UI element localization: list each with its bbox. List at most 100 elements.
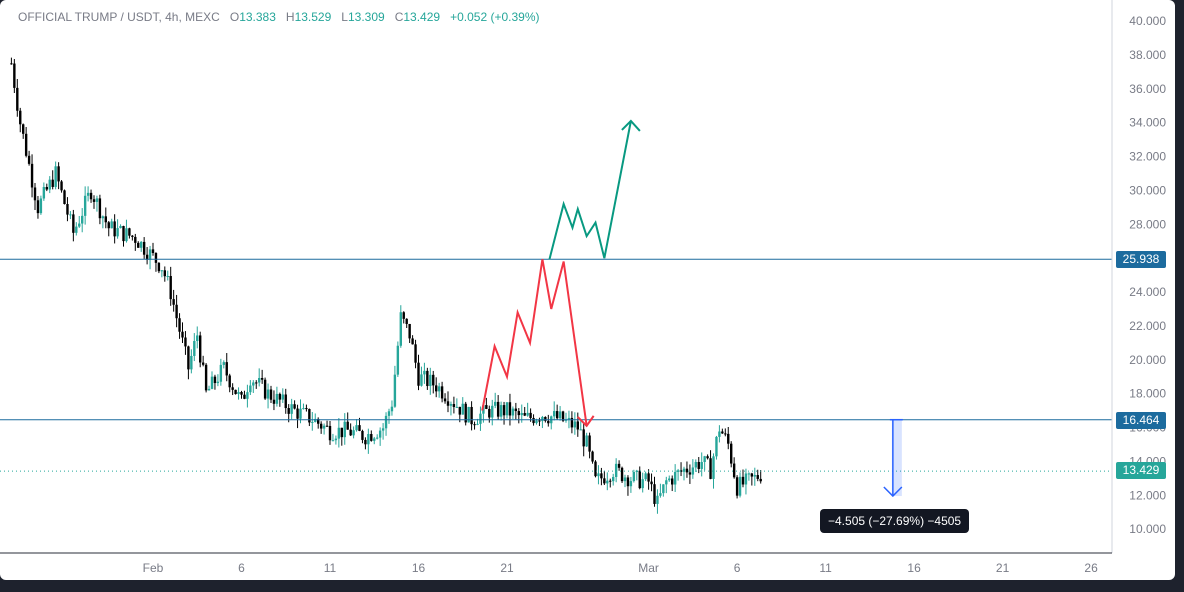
candle-body	[314, 418, 317, 422]
candle-body	[57, 166, 60, 182]
candle-body	[585, 435, 588, 447]
candle-body	[95, 198, 99, 202]
candle-body	[258, 378, 261, 383]
lower-level-price-tag[interactable]: 16.464	[1116, 412, 1166, 429]
candle	[603, 470, 606, 486]
candle	[750, 472, 754, 486]
candle	[78, 215, 81, 228]
candle	[623, 474, 627, 488]
candle	[219, 358, 223, 386]
candle-body	[523, 413, 526, 416]
candle-body	[747, 473, 751, 475]
candle	[405, 318, 408, 328]
candle	[553, 401, 556, 421]
candle	[491, 399, 494, 426]
candle-body	[175, 304, 178, 319]
candle-body	[759, 478, 762, 482]
candle-body	[287, 408, 290, 414]
candle-body	[36, 200, 40, 214]
candle	[343, 413, 346, 445]
candle	[467, 406, 470, 423]
candle	[260, 369, 264, 384]
candle	[455, 398, 459, 408]
candle	[107, 221, 110, 237]
candle	[228, 373, 231, 393]
candle	[432, 370, 435, 394]
candle	[95, 195, 99, 212]
candle-body	[299, 408, 302, 419]
time-tick-label: 21	[500, 561, 514, 575]
candle-body	[638, 470, 641, 489]
candle	[420, 366, 423, 387]
candle	[440, 381, 444, 403]
candle-body	[10, 63, 13, 65]
candle-body	[676, 470, 680, 472]
candle	[738, 472, 742, 498]
candle	[258, 368, 261, 387]
candle-body	[429, 374, 432, 387]
candle	[706, 454, 709, 460]
candle-body	[305, 408, 308, 410]
candle-body	[712, 456, 715, 479]
candle-body	[172, 299, 175, 305]
candle	[54, 161, 57, 190]
candle	[125, 219, 128, 243]
candle-body	[547, 420, 550, 424]
candle-body	[606, 480, 609, 484]
candle-body	[249, 385, 252, 393]
candle-body	[145, 254, 149, 260]
candle-body	[594, 461, 597, 477]
candle	[417, 354, 420, 391]
candle-body	[349, 429, 352, 436]
candle-body	[154, 252, 158, 263]
last-price-tag: 13.429	[1116, 462, 1166, 479]
candle	[724, 428, 727, 437]
candle	[644, 471, 647, 482]
candle-body	[98, 198, 102, 219]
candle	[361, 429, 364, 444]
chart-canvas[interactable]: 40.000 38.000 36.000 34.000 32.000 30.000 28.0…	[0, 0, 1175, 580]
candle-body	[204, 364, 208, 391]
candle	[638, 466, 641, 490]
candle	[231, 383, 234, 396]
candle-body	[520, 413, 523, 416]
candle-body	[703, 456, 706, 463]
candle-body	[629, 481, 633, 487]
candle-body	[567, 417, 571, 420]
candle-body	[331, 440, 335, 442]
candle-body	[334, 438, 338, 441]
candle-body	[700, 462, 703, 469]
candle-body	[715, 436, 718, 457]
candle	[305, 404, 308, 412]
candle	[237, 387, 240, 400]
candle	[169, 266, 172, 306]
candle-body	[160, 270, 164, 272]
candle-body	[570, 417, 574, 428]
candle-body	[517, 411, 520, 416]
candle-body	[142, 241, 146, 255]
candle	[712, 453, 715, 489]
chart-frame[interactable]: 40.000 38.000 36.000 34.000 32.000 30.000 28.0…	[0, 0, 1175, 580]
candle-body	[151, 249, 155, 253]
candle	[461, 397, 464, 415]
candle-body	[405, 318, 408, 324]
candle	[656, 489, 659, 514]
candle	[727, 427, 730, 450]
candle-body	[414, 344, 417, 363]
candle-body	[662, 484, 665, 494]
candle-body	[597, 473, 600, 477]
candle	[334, 435, 338, 445]
candle	[370, 430, 373, 442]
upper-level-price-tag[interactable]: 25.938	[1116, 251, 1166, 268]
candle	[423, 362, 426, 384]
candle-body	[718, 431, 721, 437]
candle	[196, 326, 199, 349]
candle-body	[219, 364, 223, 382]
candle	[122, 225, 125, 247]
ohlc-open-label: O	[229, 10, 240, 24]
ohlc-high-label: H	[285, 10, 295, 24]
candle	[83, 186, 87, 225]
candle-body	[668, 478, 671, 481]
candle	[629, 476, 633, 493]
candle	[263, 377, 267, 400]
